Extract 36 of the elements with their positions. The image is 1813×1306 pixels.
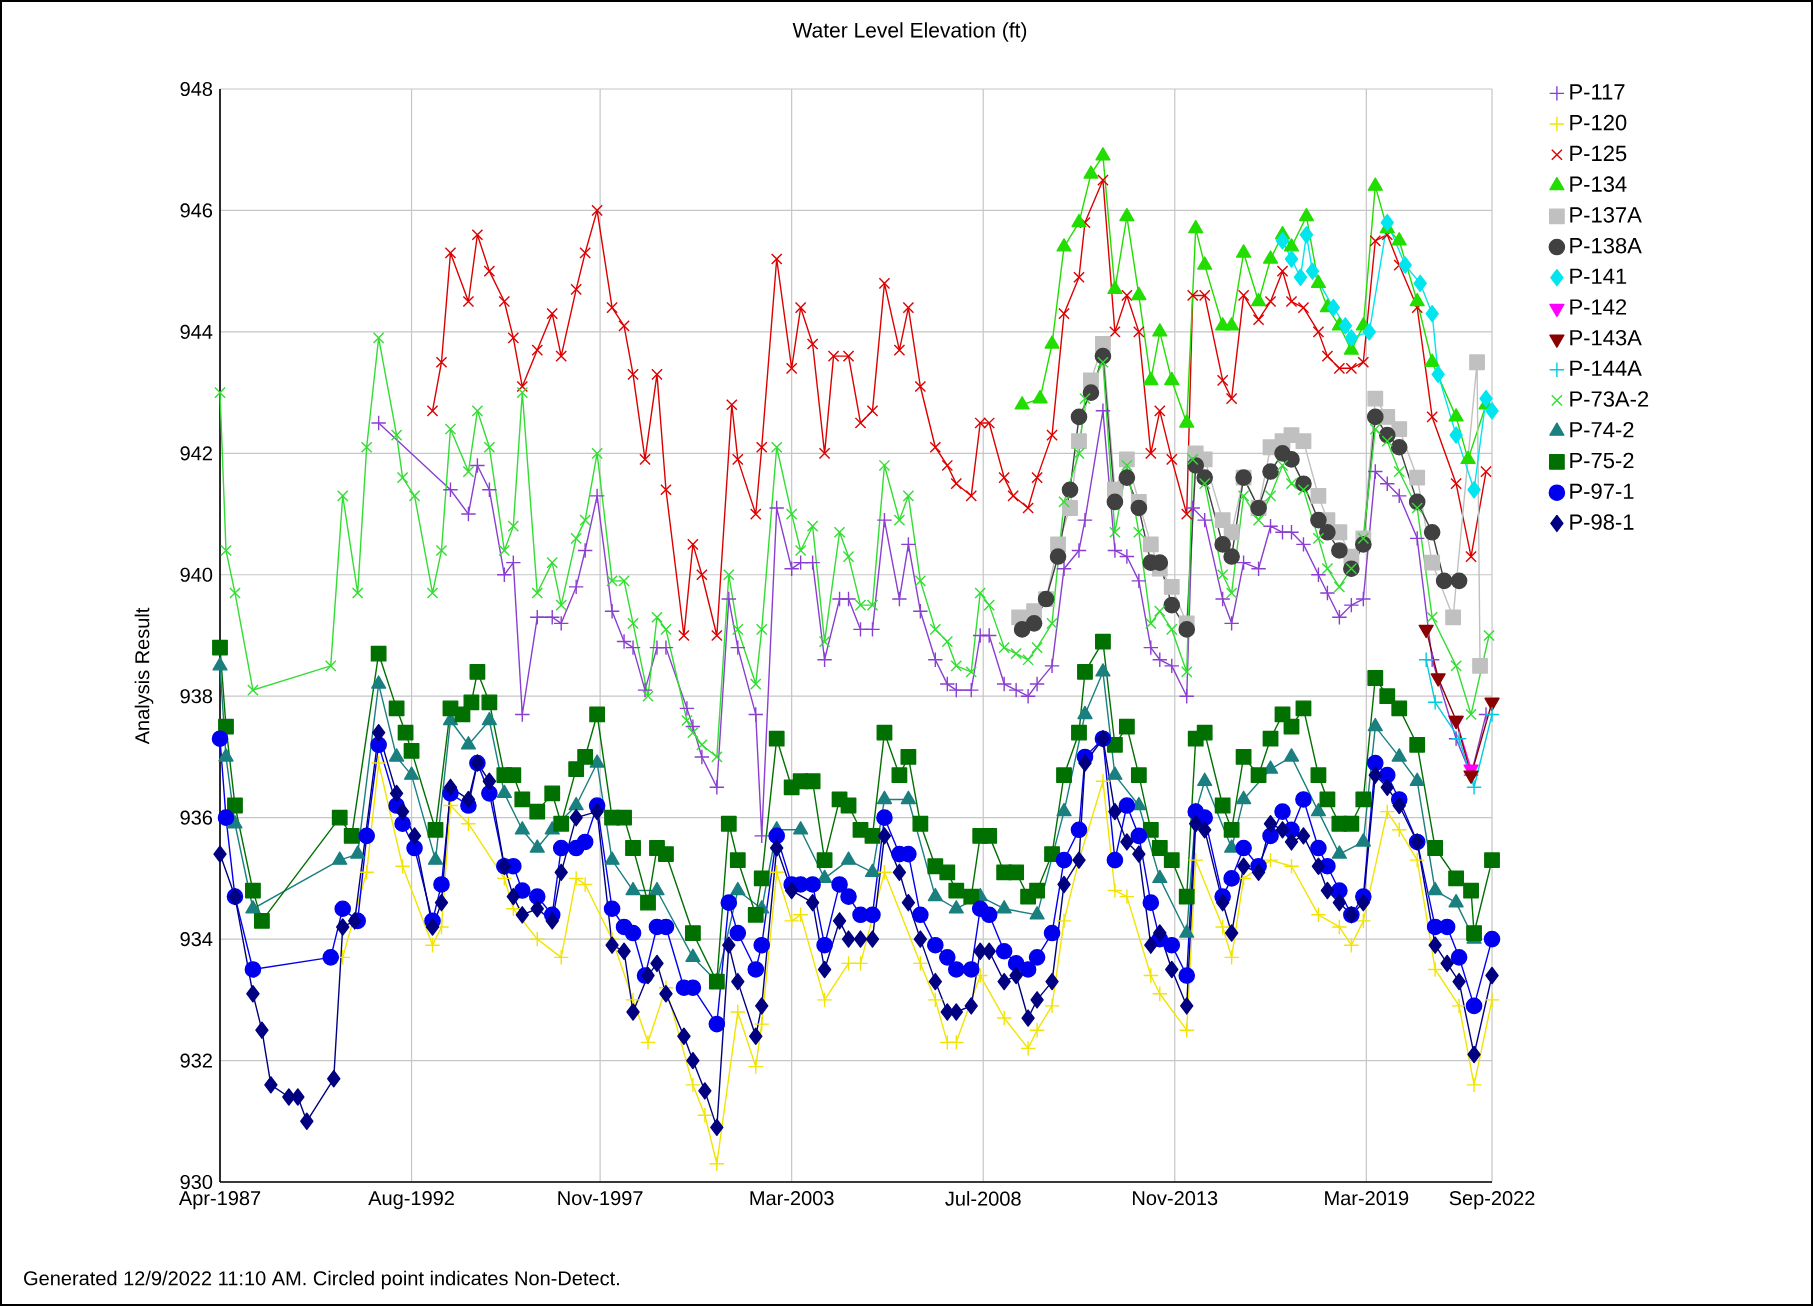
legend-label: P-98-1 bbox=[1570, 514, 1634, 530]
x-tick-label: Nov-1997 bbox=[558, 1191, 643, 1206]
x-tick-label: Apr-1987 bbox=[178, 1191, 261, 1210]
legend-label: P-117 bbox=[1570, 84, 1625, 100]
legend-label: P-144A bbox=[1570, 360, 1642, 376]
legend-label: P-142 bbox=[1570, 299, 1627, 315]
y-tick-label: 932 bbox=[180, 1053, 212, 1068]
x-tick-label: Mar-2003 bbox=[750, 1191, 834, 1206]
x-tick-label: Aug-1992 bbox=[368, 1191, 454, 1210]
legend-label: P-137A bbox=[1570, 207, 1642, 223]
legend-label: P-120 bbox=[1570, 114, 1627, 131]
y-tick-label: 944 bbox=[180, 324, 213, 339]
legend-label: P-97-1 bbox=[1570, 483, 1634, 500]
y-tick-label: 940 bbox=[180, 567, 213, 582]
legend-label: P-75-2 bbox=[1570, 452, 1634, 469]
x-tick-label: Sep-2022 bbox=[1449, 1191, 1535, 1210]
y-axis-title: Analysis Result bbox=[134, 607, 154, 745]
x-tick-label: Jul-2008 bbox=[945, 1191, 1021, 1206]
legend-label: P-138A bbox=[1570, 237, 1642, 254]
y-tick-label: 930 bbox=[180, 1174, 213, 1190]
y-tick-label: 938 bbox=[180, 689, 213, 704]
y-tick-label: 946 bbox=[180, 203, 213, 218]
legend-label: P-73A-2 bbox=[1570, 391, 1649, 407]
y-tick-label: 936 bbox=[180, 810, 213, 825]
legend-label: P-134 bbox=[1570, 176, 1627, 192]
chart-title: Water Level Elevation (ft) bbox=[792, 22, 1027, 42]
legend-label: P-143A bbox=[1570, 329, 1642, 346]
legend-label: P-74-2 bbox=[1570, 422, 1634, 438]
x-tick-label: Mar-2019 bbox=[1325, 1191, 1409, 1206]
legend-label: P-125 bbox=[1570, 145, 1627, 162]
x-tick-label: Nov-2013 bbox=[1133, 1191, 1218, 1206]
y-tick-label: 942 bbox=[180, 446, 212, 461]
y-tick-label: 948 bbox=[180, 81, 213, 97]
y-tick-label: 934 bbox=[180, 932, 213, 947]
text: Generated 12/9/2022 11:10 AM. Circled point indicates Non-Detect. bbox=[24, 1270, 619, 1290]
legend-label: P-141 bbox=[1570, 268, 1627, 284]
